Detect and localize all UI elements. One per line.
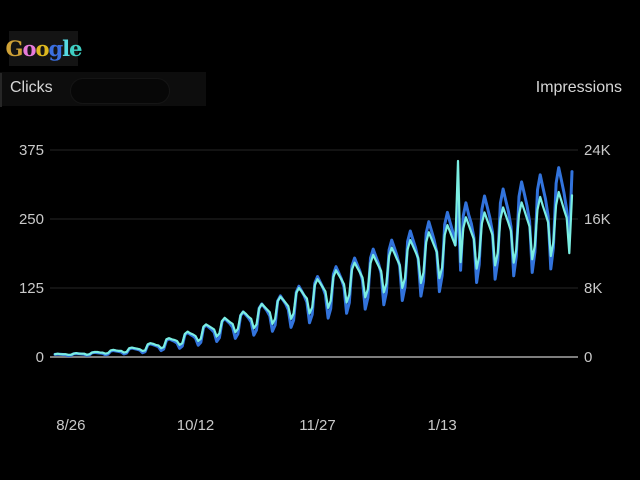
x-axis-date-label: 1/13 [427, 417, 456, 434]
x-axis-date-label: 10/12 [177, 417, 215, 434]
y-left-tick-label: 250 [19, 211, 44, 228]
logo-letter: l [62, 36, 70, 61]
y-left-tick-label: 125 [19, 280, 44, 297]
logo-letter: o [35, 36, 49, 61]
y-right-tick-label: 16K [584, 211, 611, 228]
panel-edge [0, 73, 2, 107]
y-left-tick-label: 375 [19, 142, 44, 159]
logo-letter: g [48, 36, 63, 61]
legend-impressions[interactable]: Impressions [535, 79, 622, 96]
y-right-tick-label: 0 [584, 349, 592, 366]
clicks-line [53, 159, 574, 356]
y-right-tick-label: 8K [584, 280, 602, 297]
logo-letter: o [22, 36, 36, 61]
google-logo[interactable]: Google [6, 31, 83, 66]
y-left-tick-label: 0 [36, 349, 44, 366]
google-logo-text: Google [5, 36, 83, 61]
x-axis-date-label: 11/27 [299, 417, 335, 434]
legend-clicks[interactable]: Clicks [10, 79, 53, 96]
logo-letter: G [5, 36, 24, 61]
logo-letter: e [69, 36, 82, 61]
search-filter-box[interactable] [70, 78, 170, 104]
y-right-tick-label: 24K [584, 142, 611, 159]
x-axis-date-label: 8/26 [56, 417, 85, 434]
